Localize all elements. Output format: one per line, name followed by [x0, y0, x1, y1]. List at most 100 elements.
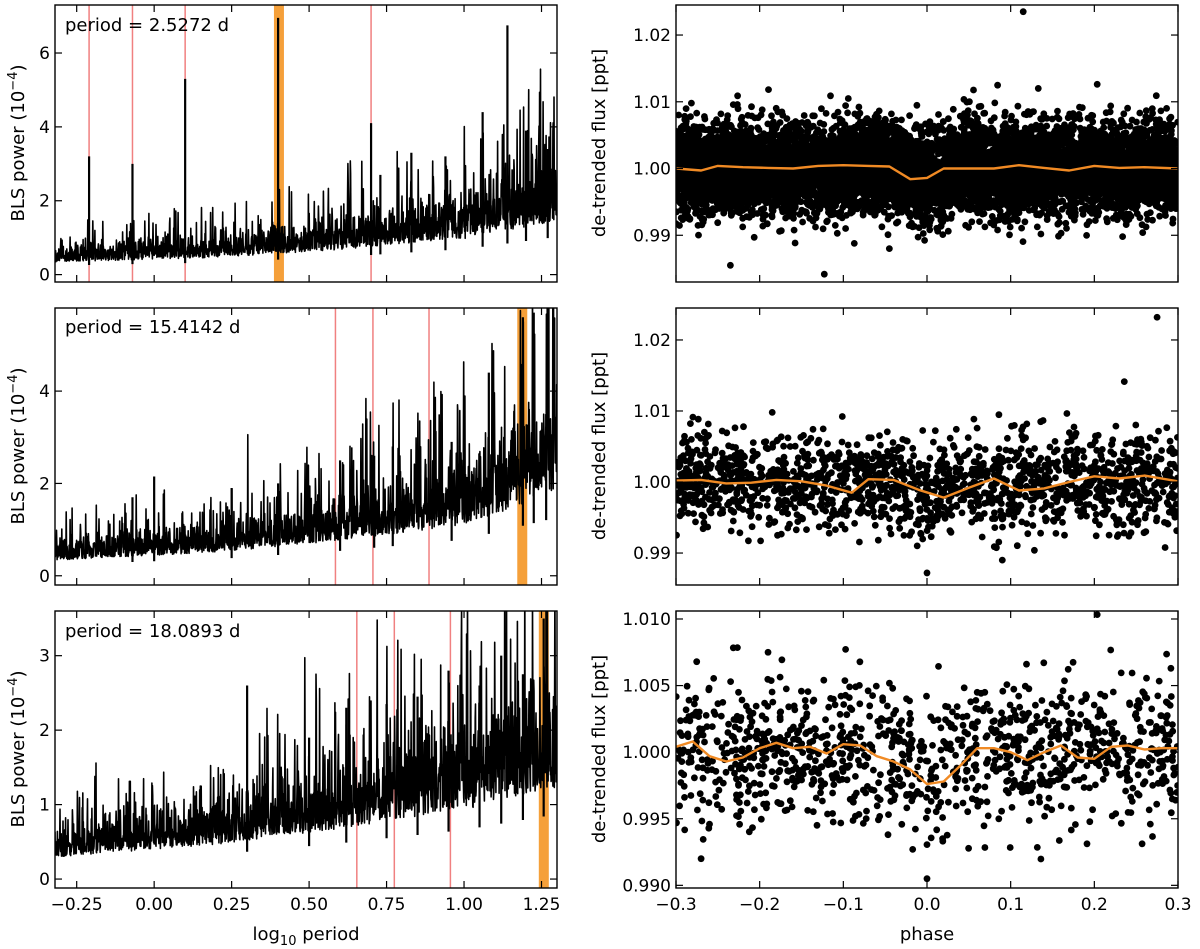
- scatter-point: [1152, 92, 1160, 100]
- scatter-point: [744, 112, 752, 119]
- scatter-point: [1142, 223, 1150, 231]
- period-annotation: period = 15.4142 d: [65, 317, 240, 338]
- scatter-point: [906, 112, 913, 119]
- y-tick-label: 3: [39, 647, 50, 667]
- scatter-point: [913, 101, 921, 109]
- scatter-point: [1033, 223, 1041, 231]
- scatter-point: [770, 118, 777, 126]
- scatter-point: [693, 109, 701, 117]
- scatter-point: [1163, 105, 1170, 112]
- panel-bls-2: 024 period = 15.4142 d BLS power (10−4): [6, 307, 558, 587]
- scatter-point: [812, 223, 819, 231]
- scatter-point: [981, 223, 989, 231]
- y-tick-label: 2: [39, 192, 50, 212]
- axes-frame: [54, 307, 558, 586]
- axes-frame: [54, 4, 558, 283]
- y-tick-label: 2: [39, 474, 50, 494]
- y-tick-label: 0: [39, 266, 50, 286]
- scatter-point: [809, 122, 817, 130]
- scatter-point: [768, 112, 775, 120]
- scatter-point: [1006, 231, 1013, 239]
- scatter-point: [1014, 102, 1022, 110]
- x-tick-label: −0.25: [51, 895, 103, 915]
- x-tick-label: 0.50: [290, 895, 328, 915]
- y-axis-label: BLS power (10−4): [6, 670, 29, 827]
- scatter-point: [790, 226, 798, 234]
- scatter-point: [860, 207, 868, 215]
- y-axis-label: BLS power (10−4): [6, 367, 29, 524]
- x-axis-label: log10 period: [252, 924, 359, 949]
- scatter-point: [783, 115, 791, 122]
- scatter-point: [1021, 218, 1029, 226]
- scatter-point: [842, 102, 849, 109]
- scatter-point: [966, 98, 973, 106]
- scatter-point: [824, 217, 831, 225]
- scatter-point: [709, 211, 716, 219]
- scatter-point: [1136, 109, 1144, 117]
- scatter-point: [820, 270, 828, 278]
- scatter-point: [971, 110, 978, 118]
- periodogram-line: [55, 611, 557, 857]
- scatter-point: [970, 86, 977, 94]
- scatter-point: [712, 206, 719, 214]
- x-tick-label: 0.00: [135, 895, 173, 915]
- scatter-point: [944, 227, 952, 235]
- scatter-point: [811, 112, 818, 120]
- axes-frame: [54, 610, 558, 889]
- scatter-point: [682, 105, 690, 112]
- y-tick-label: 0: [39, 870, 50, 890]
- scatter-point: [945, 115, 952, 123]
- scatter-point: [919, 230, 927, 237]
- period-annotation: period = 18.0893 d: [65, 621, 240, 642]
- scatter-point: [1118, 118, 1126, 126]
- scatter-point: [962, 221, 969, 229]
- periodogram-line: [55, 68, 557, 263]
- scatter-point: [695, 131, 703, 139]
- scatter-point: [935, 111, 942, 118]
- scatter-point: [1037, 230, 1045, 238]
- scatter-point: [720, 132, 728, 140]
- scatter-point: [1102, 109, 1110, 117]
- x-tick-label: 1.25: [523, 895, 561, 915]
- y-tick-label: 0: [39, 567, 50, 587]
- scatter-point: [757, 111, 765, 119]
- scatter-point: [884, 231, 892, 239]
- panel-phase-1: 0.991.001.011.02 de-trended flux [ppt]: [589, 4, 1179, 283]
- y-tick-label: 4: [39, 118, 50, 138]
- scatter-point: [819, 225, 827, 233]
- scatter-point: [1006, 223, 1014, 231]
- y-tick-label: 1: [39, 796, 50, 816]
- scatter-point: [1048, 115, 1056, 123]
- scatter-point: [949, 105, 957, 113]
- scatter-point: [960, 96, 968, 103]
- scatter-point: [1142, 107, 1150, 115]
- x-tick-label: 0.25: [213, 895, 251, 915]
- scatter-point: [1107, 102, 1115, 110]
- scatter-point: [679, 216, 687, 224]
- panel-bls-1: 0 2 4 6 period = 2.5272 d BLS power (10−4): [6, 4, 558, 286]
- x-tick-label: 0.75: [368, 895, 406, 915]
- scatter-point: [1019, 238, 1027, 246]
- period-annotation: period = 2.5272 d: [65, 15, 229, 36]
- scatter-point: [729, 101, 737, 108]
- panel-bls-3: 0 1 2 3 −0.25 0.00 0.25 0.50 0.75 1.00 1.25 period…: [6, 610, 561, 949]
- scatter-point: [921, 237, 928, 244]
- scatter-point: [760, 205, 768, 213]
- scatter-point: [818, 105, 825, 113]
- scatter-point: [976, 218, 983, 226]
- scatter-point: [981, 109, 989, 117]
- scatter-points: [676, 8, 1178, 278]
- scatter-point: [988, 213, 996, 220]
- scatter-point: [739, 223, 747, 231]
- x-tick-label: 1.00: [445, 895, 483, 915]
- scatter-point: [758, 106, 766, 114]
- y-tick-label: 2: [39, 721, 50, 741]
- scatter-point: [748, 206, 756, 214]
- scatter-point: [695, 231, 702, 239]
- periodogram-line: [55, 308, 557, 561]
- scatter-point: [1085, 218, 1093, 225]
- y-axis-label: BLS power (10−4): [6, 64, 29, 221]
- y-tick-label: 6: [39, 44, 50, 64]
- scatter-point: [1093, 80, 1101, 88]
